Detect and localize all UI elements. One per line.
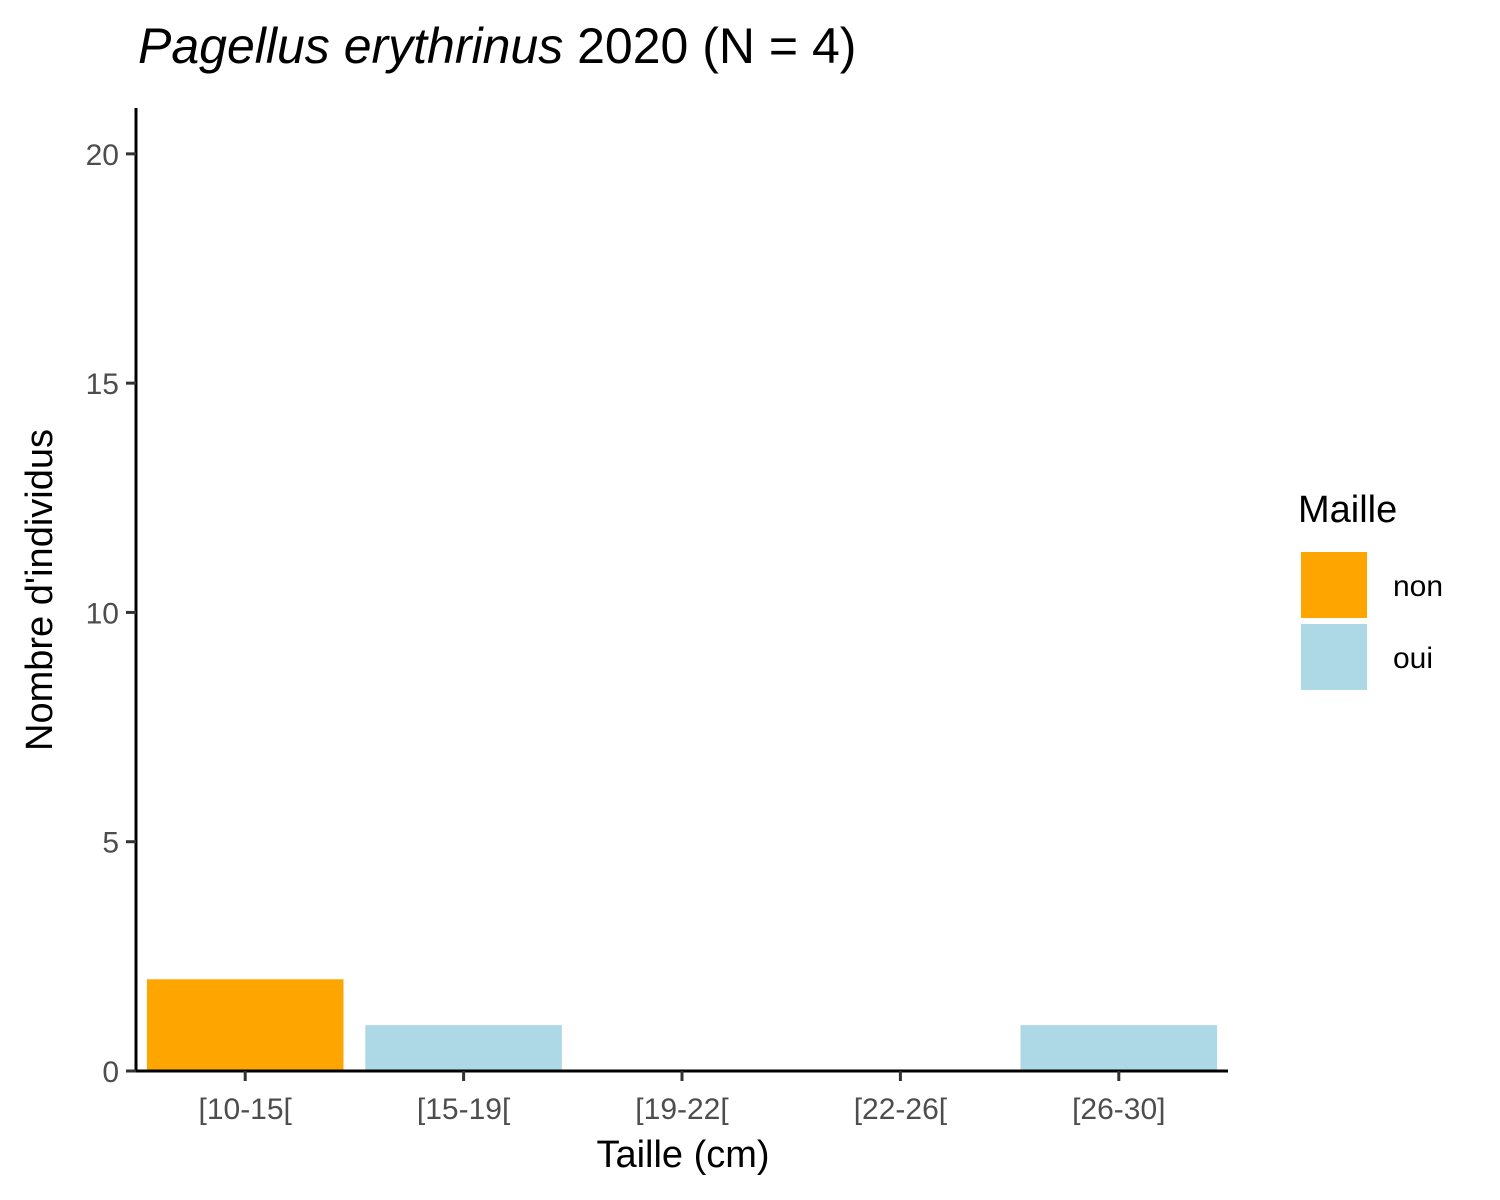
y-tick-label: 0 [102,1056,119,1089]
chart-title: Pagellus erythrinus 2020 (N = 4) [138,18,856,74]
legend-label-non: non [1393,570,1443,603]
x-tick-label: [19-22[ [635,1093,729,1126]
x-tick-label: [22-26[ [854,1093,948,1126]
x-tick-label: [26-30] [1072,1093,1165,1126]
bar-[10-15[ [146,979,344,1071]
y-tick-label: 15 [86,368,119,401]
legend-title: Maille [1298,489,1397,531]
legend: Maille non oui [1298,489,1443,690]
chart-title-species: Pagellus erythrinus [138,18,563,74]
y-tick-label: 10 [86,597,119,630]
y-axis-title: Nombre d'individus [19,429,61,751]
x-axis-title: Taille (cm) [596,1134,769,1176]
legend-key-oui [1301,624,1367,690]
y-tick-label: 20 [86,139,119,172]
legend-key-non [1301,552,1367,618]
axes: 0 5 10 15 20 [10-15[ [15-19[ [19-22[ [22-26[ [26-… [86,108,1228,1126]
x-tick-label: [10-15[ [198,1093,292,1126]
bars-layer [146,979,1218,1071]
legend-label-oui: oui [1393,642,1433,675]
bar-[26-30] [1020,1025,1218,1071]
y-tick-label: 5 [102,827,119,860]
chart-title-rest: 2020 (N = 4) [563,18,856,74]
bar-[15-19[ [365,1025,562,1071]
x-tick-label: [15-19[ [417,1093,511,1126]
